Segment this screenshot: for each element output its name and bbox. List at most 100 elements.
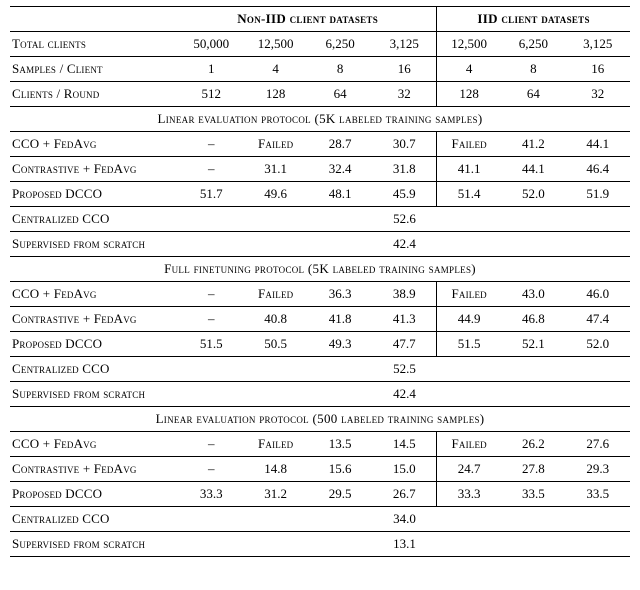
cell: Failed — [437, 132, 501, 157]
cell: 52.1 — [501, 332, 565, 357]
cell: 27.8 — [501, 457, 565, 482]
meta-cell: 6,250 — [308, 32, 372, 57]
meta-cell: 12,500 — [243, 32, 307, 57]
cell: 45.9 — [372, 182, 436, 207]
centralized-row: Centralized CCO 34.0 — [10, 507, 630, 532]
row-label: Supervised from scratch — [10, 232, 179, 257]
row-label: Proposed DCCO — [10, 182, 179, 207]
cell: 33.5 — [501, 482, 565, 507]
cell: 41.1 — [437, 157, 501, 182]
meta-cell: 4 — [243, 57, 307, 82]
meta-cell: 1 — [179, 57, 243, 82]
data-row: CCO + FedAvg – Failed 13.5 14.5 Failed 2… — [10, 432, 630, 457]
cell: 40.8 — [243, 307, 307, 332]
cell: 46.8 — [501, 307, 565, 332]
cell: 50.5 — [243, 332, 307, 357]
meta-label: Total clients — [10, 32, 179, 57]
supervised-row: Supervised from scratch 42.4 — [10, 232, 630, 257]
cell: – — [179, 157, 243, 182]
cell: Failed — [243, 282, 307, 307]
data-row: Contrastive + FedAvg – 40.8 41.8 41.3 44… — [10, 307, 630, 332]
row-label: CCO + FedAvg — [10, 132, 179, 157]
data-row: CCO + FedAvg – Failed 28.7 30.7 Failed 4… — [10, 132, 630, 157]
meta-cell: 32 — [566, 82, 630, 107]
row-label: Contrastive + FedAvg — [10, 457, 179, 482]
row-label: Centralized CCO — [10, 357, 179, 382]
row-label: Contrastive + FedAvg — [10, 157, 179, 182]
cell: 31.8 — [372, 157, 436, 182]
cell: 52.0 — [566, 332, 630, 357]
meta-cell: 50,000 — [179, 32, 243, 57]
cell: Failed — [437, 282, 501, 307]
cell: 46.0 — [566, 282, 630, 307]
row-label: Supervised from scratch — [10, 532, 179, 557]
header-iid: IID client datasets — [437, 7, 630, 32]
meta-cell: 512 — [179, 82, 243, 107]
cell: 14.5 — [372, 432, 436, 457]
cell: 34.0 — [179, 507, 630, 532]
section-title: Linear evaluation protocol (5K labeled t… — [10, 107, 630, 132]
cell: 31.2 — [243, 482, 307, 507]
row-label: Proposed DCCO — [10, 332, 179, 357]
cell: 48.1 — [308, 182, 372, 207]
cell: 42.4 — [179, 232, 630, 257]
cell: Failed — [437, 432, 501, 457]
header-noniid: Non-IID client datasets — [179, 7, 437, 32]
cell: 30.7 — [372, 132, 436, 157]
data-row: Proposed DCCO 51.7 49.6 48.1 45.9 51.4 5… — [10, 182, 630, 207]
cell: 44.1 — [566, 132, 630, 157]
cell: Failed — [243, 132, 307, 157]
cell: 33.3 — [179, 482, 243, 507]
section-header-row: Linear evaluation protocol (500 labeled … — [10, 407, 630, 432]
cell: 28.7 — [308, 132, 372, 157]
cell: – — [179, 132, 243, 157]
meta-row: Samples / Client 1 4 8 16 4 8 16 — [10, 57, 630, 82]
cell: 41.2 — [501, 132, 565, 157]
cell: 47.7 — [372, 332, 436, 357]
meta-cell: 8 — [501, 57, 565, 82]
centralized-row: Centralized CCO 52.6 — [10, 207, 630, 232]
data-row: CCO + FedAvg – Failed 36.3 38.9 Failed 4… — [10, 282, 630, 307]
cell: – — [179, 457, 243, 482]
meta-label: Clients / Round — [10, 82, 179, 107]
meta-cell: 8 — [308, 57, 372, 82]
header-group-row: Non-IID client datasets IID client datas… — [10, 7, 630, 32]
cell: 15.0 — [372, 457, 436, 482]
cell: – — [179, 282, 243, 307]
row-label: Contrastive + FedAvg — [10, 307, 179, 332]
data-row: Contrastive + FedAvg – 14.8 15.6 15.0 24… — [10, 457, 630, 482]
meta-cell: 16 — [566, 57, 630, 82]
cell: 47.4 — [566, 307, 630, 332]
centralized-row: Centralized CCO 52.5 — [10, 357, 630, 382]
cell: 24.7 — [437, 457, 501, 482]
cell: 14.8 — [243, 457, 307, 482]
row-label: Supervised from scratch — [10, 382, 179, 407]
supervised-row: Supervised from scratch 13.1 — [10, 532, 630, 557]
section-header-row: Linear evaluation protocol (5K labeled t… — [10, 107, 630, 132]
meta-cell: 12,500 — [437, 32, 501, 57]
data-row: Contrastive + FedAvg – 31.1 32.4 31.8 41… — [10, 157, 630, 182]
cell: 51.7 — [179, 182, 243, 207]
cell: 13.1 — [179, 532, 630, 557]
cell: 36.3 — [308, 282, 372, 307]
cell: 41.8 — [308, 307, 372, 332]
cell: 27.6 — [566, 432, 630, 457]
cell: 51.5 — [179, 332, 243, 357]
cell: 33.5 — [566, 482, 630, 507]
meta-row: Clients / Round 512 128 64 32 128 64 32 — [10, 82, 630, 107]
section-header-row: Full finetuning protocol (5K labeled tra… — [10, 257, 630, 282]
cell: 51.4 — [437, 182, 501, 207]
meta-cell: 128 — [437, 82, 501, 107]
cell: 46.4 — [566, 157, 630, 182]
cell: 44.9 — [437, 307, 501, 332]
row-label: Centralized CCO — [10, 507, 179, 532]
meta-cell: 128 — [243, 82, 307, 107]
cell: 29.5 — [308, 482, 372, 507]
cell: 33.3 — [437, 482, 501, 507]
cell: – — [179, 432, 243, 457]
section-title: Full finetuning protocol (5K labeled tra… — [10, 257, 630, 282]
cell: Failed — [243, 432, 307, 457]
meta-label: Samples / Client — [10, 57, 179, 82]
cell: 52.0 — [501, 182, 565, 207]
section-title: Linear evaluation protocol (500 labeled … — [10, 407, 630, 432]
